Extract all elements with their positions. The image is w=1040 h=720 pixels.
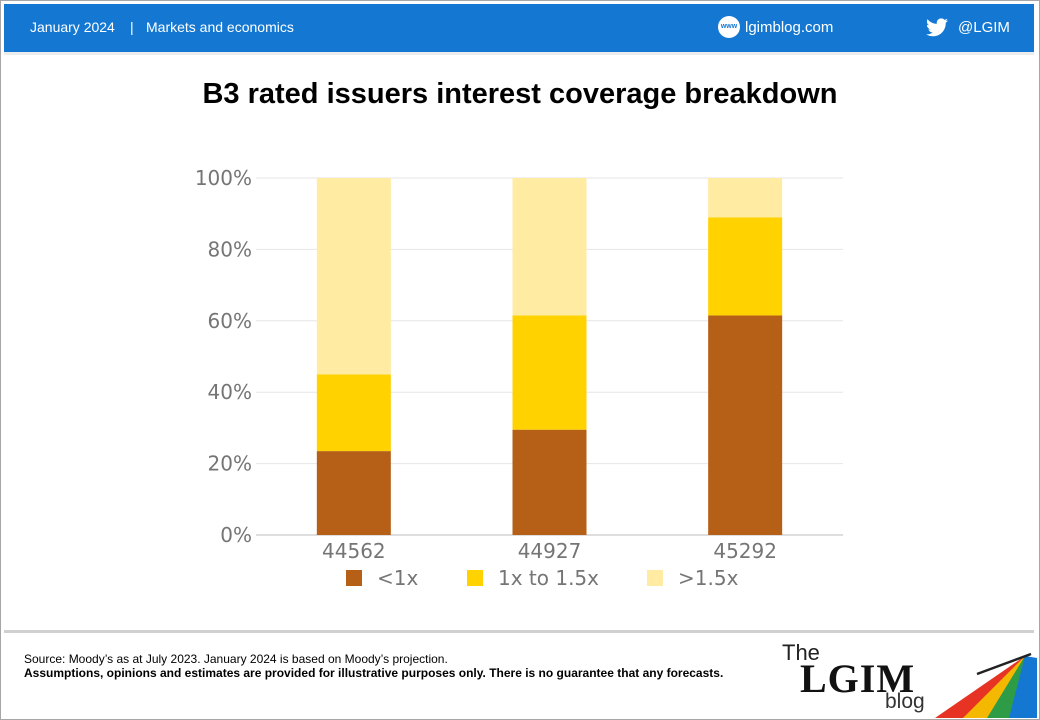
y-tick-label: 0% — [220, 523, 252, 547]
bar-segment — [316, 374, 391, 452]
x-tick-label: 44927 — [518, 539, 582, 563]
umbrella-icon — [935, 652, 1037, 718]
y-tick-label: 20% — [208, 452, 252, 476]
bar-segment — [316, 451, 391, 535]
y-tick-label: 60% — [208, 309, 252, 333]
twitter-handle[interactable]: @LGIM — [958, 19, 1010, 36]
globe-icon: www — [718, 16, 740, 38]
bar-segment — [512, 178, 587, 316]
bar-segment — [512, 429, 587, 535]
logo-the: The — [782, 640, 820, 665]
legend-swatch — [467, 570, 483, 586]
legend-swatch — [647, 570, 663, 586]
header-date: January 2024 — [30, 19, 115, 35]
disclaimer-note: Assumptions, opinions and estimates are … — [24, 666, 724, 680]
logo-lgim: LGIM — [800, 656, 916, 701]
y-tick-label: 100% — [195, 166, 252, 190]
twitter-icon — [926, 18, 948, 37]
footer-divider — [4, 630, 1034, 633]
header-bar: January 2024 | Markets and economics www… — [4, 4, 1034, 52]
website-link[interactable]: lgimblog.com — [745, 19, 834, 36]
bar-segment — [512, 315, 587, 430]
bar-segment — [708, 217, 783, 316]
stacked-bar-chart: 0% 20% 40% 60% 80% 100% 44562 44927 45292 <1x 1x t… — [195, 166, 843, 590]
legend-label: 1x to 1.5x — [498, 566, 599, 590]
y-tick-label: 40% — [208, 380, 252, 404]
header-section[interactable]: Markets and economics — [146, 19, 294, 35]
x-tick-label: 45292 — [713, 539, 777, 563]
bar-segment — [708, 178, 783, 218]
legend-label: <1x — [377, 566, 418, 590]
bar-segment — [316, 178, 391, 375]
header-divider — [4, 52, 1034, 55]
legend-swatch — [346, 570, 362, 586]
y-tick-label: 80% — [208, 237, 252, 261]
legend-label: >1.5x — [678, 566, 739, 590]
header-separator: | — [130, 19, 134, 35]
logo-blog: blog — [885, 690, 925, 713]
x-tick-label: 44562 — [322, 539, 386, 563]
source-note: Source: Moody’s as at July 2023. January… — [24, 652, 448, 666]
chart-title: B3 rated issuers interest coverage break… — [202, 78, 838, 110]
bar-segment — [708, 315, 783, 535]
